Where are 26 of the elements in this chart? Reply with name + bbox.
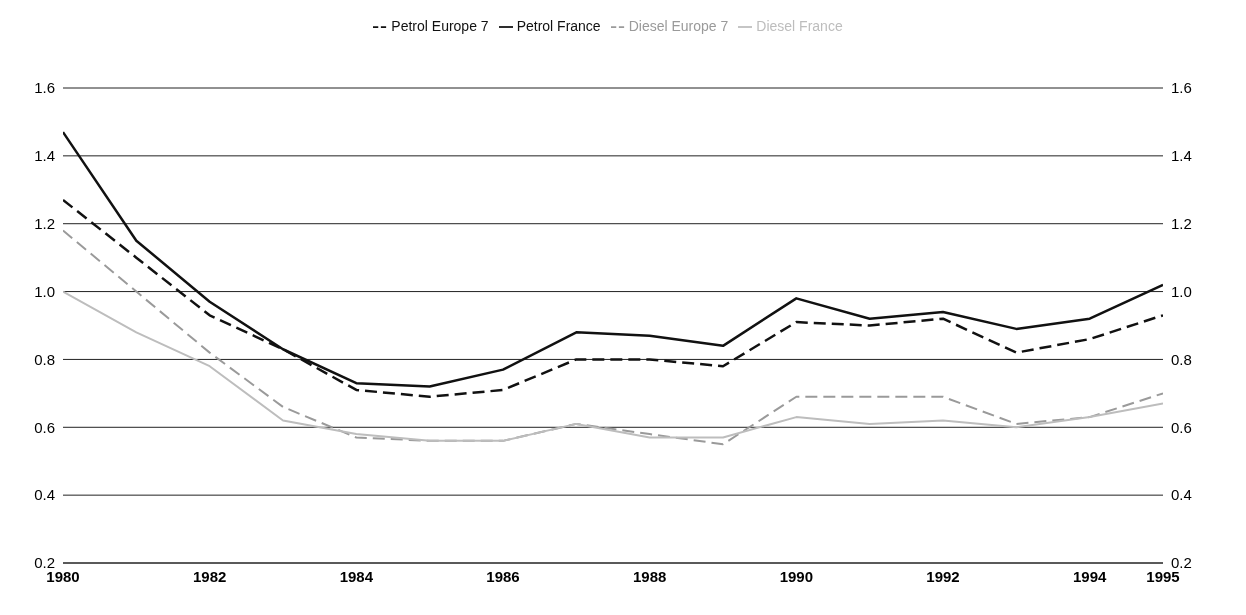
y2-tick-label: 0.8 (1171, 350, 1192, 368)
x-tick-label: 1984 (339, 567, 374, 585)
x-tick-label: 1986 (486, 567, 520, 585)
y-tick-label: 0.6 (34, 418, 55, 436)
legend-label: Diesel Europe 7 (628, 18, 729, 34)
y-tick-label: 1.4 (34, 147, 55, 165)
x-tick-label: 1990 (779, 567, 814, 585)
y-tick-label: 0.4 (34, 486, 55, 504)
y-tick-label: 1.0 (34, 282, 55, 300)
legend-label: Petrol Europe 7 (391, 18, 489, 34)
y2-tick-label: 1.4 (1171, 147, 1192, 165)
y-tick-label: 0.8 (34, 350, 55, 368)
x-tick-label: 1988 (632, 567, 667, 585)
y2-tick-label: 1.6 (1171, 79, 1192, 97)
x-tick-label: 1992 (926, 567, 960, 585)
y2-tick-label: 0.4 (1171, 486, 1192, 504)
y2-tick-label: 0.6 (1171, 418, 1192, 436)
y2-tick-label: 1.2 (1171, 215, 1192, 233)
line-series (63, 290, 1163, 442)
legend-label: Diesel France (756, 18, 843, 34)
y-tick-label: 1.6 (34, 79, 55, 97)
legend-label: Petrol France (516, 18, 601, 34)
x-tick-label: 1982 (192, 567, 227, 585)
y-tick-label: 1.2 (34, 215, 55, 233)
x-tick-label: 1994 (1072, 567, 1108, 585)
y2-tick-label: 1.0 (1171, 282, 1192, 300)
